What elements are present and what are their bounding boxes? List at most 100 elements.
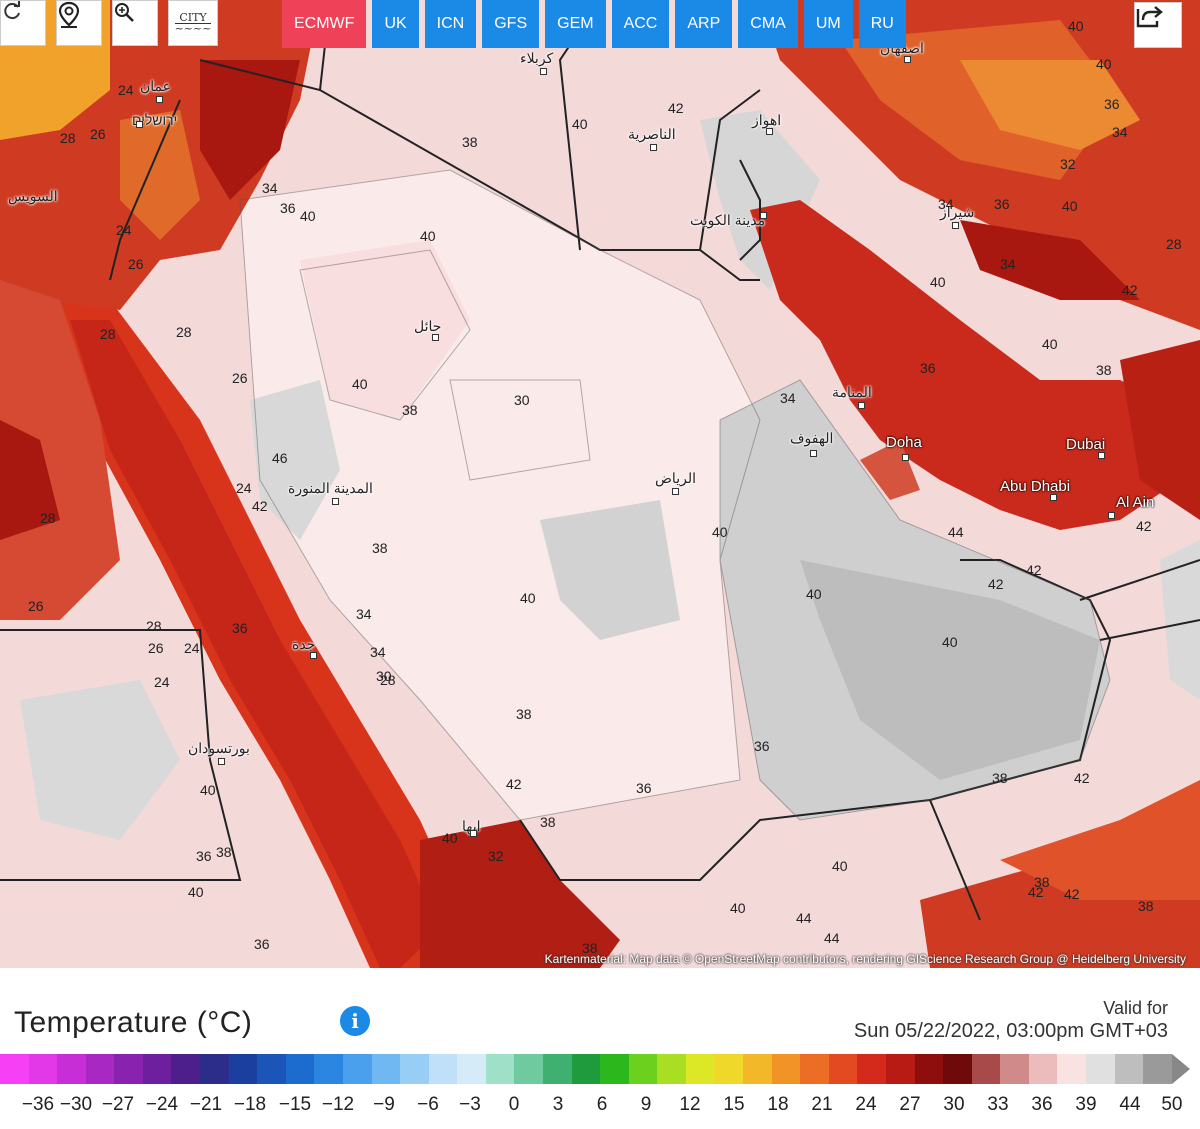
city-label[interactable]: الناصرية	[628, 126, 676, 142]
scale-tick-label: 0	[508, 1094, 520, 1115]
city-marker[interactable]	[1098, 452, 1105, 459]
map-attribution[interactable]: Kartenmaterial: Map data © OpenStreetMap…	[544, 952, 1186, 966]
city-label[interactable]: الرياض	[655, 470, 696, 486]
contour-label: 40	[442, 830, 458, 846]
contour-label: 24	[236, 480, 252, 496]
contour-label: 26	[232, 370, 248, 386]
model-tab-uk[interactable]: UK	[372, 0, 419, 48]
scale-swatch	[828, 1054, 858, 1084]
contour-label: 38	[372, 540, 388, 556]
city-marker[interactable]	[470, 830, 477, 837]
city-marker[interactable]	[902, 454, 909, 461]
contour-label: 26	[148, 640, 164, 656]
contour-label: 28	[176, 324, 192, 340]
city-label[interactable]: كربلاء	[520, 50, 554, 66]
city-label[interactable]: جدة	[292, 636, 316, 652]
city-label[interactable]: Dubai	[1066, 436, 1106, 453]
contour-label: 36	[636, 780, 652, 796]
scale-swatch	[114, 1054, 143, 1084]
model-tab-ecmwf[interactable]: ECMWF	[282, 0, 367, 48]
scale-tick-label: −27	[101, 1094, 135, 1115]
scale-tick-label: 33	[987, 1094, 1009, 1115]
city-label[interactable]: ירושלים	[132, 112, 178, 128]
contour-label: 38	[540, 814, 556, 830]
contour-label: 34	[938, 196, 954, 212]
weather-map[interactable]: عمان ירושלים السويس كربلاء الناصرية اهواز اصفه…	[0, 0, 1200, 968]
city-marker[interactable]	[952, 222, 959, 229]
city-marker[interactable]	[1050, 494, 1057, 501]
refresh-button[interactable]	[0, 0, 46, 46]
contour-label: 42	[1026, 562, 1042, 578]
model-tab-icn[interactable]: ICN	[424, 0, 477, 48]
city-label[interactable]: السويس	[8, 188, 58, 204]
city-marker[interactable]	[672, 488, 679, 495]
city-marker[interactable]	[858, 402, 865, 409]
city-label[interactable]: Doha	[886, 434, 922, 451]
city-label[interactable]: اهواز	[752, 112, 782, 128]
scale-tick-label: 27	[899, 1094, 921, 1115]
location-button[interactable]	[56, 0, 102, 46]
city-marker[interactable]	[904, 56, 911, 63]
scale-tick-label: 9	[640, 1094, 652, 1115]
city-marker[interactable]	[650, 144, 657, 151]
contour-label: 38	[402, 402, 418, 418]
scale-swatch	[342, 1054, 372, 1084]
scale-swatch	[628, 1054, 658, 1084]
city-label[interactable]: عمان	[140, 78, 171, 94]
city-marker[interactable]	[810, 450, 817, 457]
zoom-icon	[115, 3, 134, 22]
city-label[interactable]: Al Ain	[1116, 494, 1155, 511]
scale-tick-label: −30	[59, 1094, 93, 1115]
contour-label: 34	[780, 390, 796, 406]
model-tab-gfs[interactable]: GFS	[482, 0, 540, 48]
contour-label: 26	[28, 598, 44, 614]
info-icon[interactable]: i	[340, 1006, 370, 1036]
zoom-button[interactable]	[112, 0, 158, 46]
city-label[interactable]: Abu Dhabi	[1000, 478, 1071, 495]
scale-swatch	[857, 1054, 886, 1084]
city-label[interactable]: المدينة المنورة	[288, 480, 373, 496]
model-tab-acc[interactable]: ACC	[611, 0, 670, 48]
city-marker[interactable]	[218, 758, 225, 765]
city-label[interactable]: الهفوف	[790, 430, 834, 446]
city-marker[interactable]	[766, 128, 773, 135]
model-tab-ru[interactable]: RU	[858, 0, 906, 48]
model-tab-cma[interactable]: CMA	[738, 0, 798, 48]
city-marker[interactable]	[760, 212, 767, 219]
contour-label: 42	[252, 498, 268, 514]
scale-tick-label: 50	[1161, 1094, 1183, 1115]
contour-label: 24	[118, 82, 134, 98]
city-marker[interactable]	[156, 96, 163, 103]
model-tab-um[interactable]: UM	[803, 0, 853, 48]
scale-swatch	[28, 1054, 58, 1084]
city-marker[interactable]	[1108, 512, 1115, 519]
city-label[interactable]: مدينة الكويت	[690, 212, 766, 228]
city-toggle-button[interactable]: CITY ~~~~	[168, 0, 218, 46]
city-label[interactable]: حائل	[414, 318, 442, 334]
city-marker[interactable]	[540, 68, 547, 75]
contour-label: 44	[824, 930, 840, 946]
city-marker[interactable]	[332, 498, 339, 505]
city-marker[interactable]	[310, 652, 317, 659]
city-label[interactable]: المنامة	[832, 384, 872, 400]
scale-swatch	[314, 1054, 343, 1084]
scale-tick-label: 15	[723, 1094, 745, 1115]
contour-label: 42	[668, 100, 684, 116]
model-tab-arp[interactable]: ARP	[675, 0, 733, 48]
city-marker[interactable]	[432, 334, 439, 341]
scale-ticks: −36 −30 −27 −24 −21 −18 −15 −12 −9 −6 −3 0 3 6 9 12 15 18…	[0, 1094, 1200, 1120]
city-marker[interactable]	[136, 121, 143, 128]
valid-for-label: Valid for	[1103, 998, 1168, 1018]
model-tab-gem[interactable]: GEM	[545, 0, 606, 48]
city-label[interactable]: شيراز	[940, 204, 975, 220]
scale-tick-label: 18	[767, 1094, 789, 1115]
share-button[interactable]	[1134, 2, 1182, 48]
contour-label: 40	[572, 116, 588, 132]
share-icon	[1136, 6, 1163, 28]
map-canvas	[0, 0, 1200, 968]
contour-label: 38	[992, 770, 1008, 786]
scale-tick-label: −18	[233, 1094, 267, 1115]
scale-swatch	[428, 1054, 458, 1084]
scale-swatch	[85, 1054, 115, 1084]
city-label[interactable]: بورتسودان	[188, 740, 250, 756]
